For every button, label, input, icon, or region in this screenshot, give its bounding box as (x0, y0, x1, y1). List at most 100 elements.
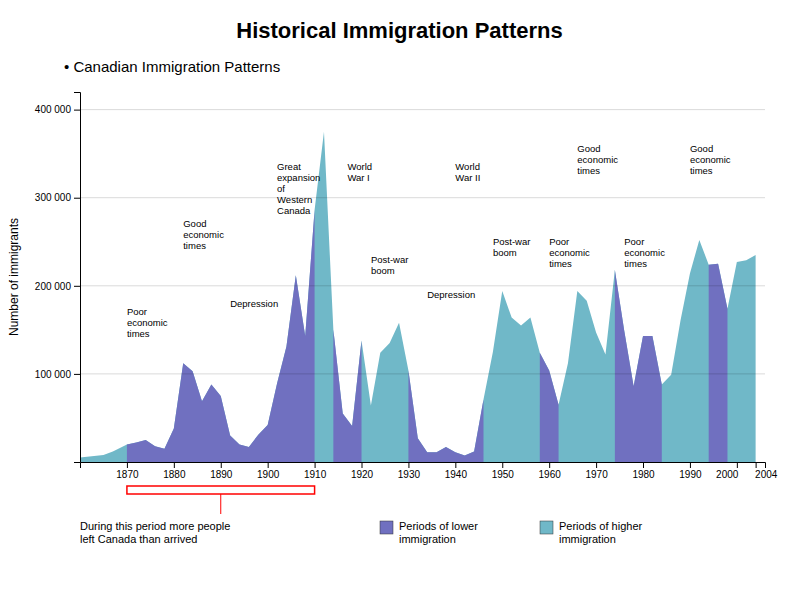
annotation: Goodeconomictimes (690, 143, 731, 176)
text-line: Periods of higher (559, 520, 642, 532)
x-tick: 1870 (116, 462, 139, 480)
x-tick-mark (174, 462, 175, 468)
text-line: World (347, 161, 372, 172)
area-period (540, 353, 559, 462)
y-tick-label: 100 000 (35, 369, 72, 380)
annotation: Pooreconomictimes (127, 306, 168, 339)
annotation: Depression (427, 289, 475, 300)
grid-line (80, 373, 765, 374)
x-tick-mark (408, 462, 409, 468)
legend-item: Periods of higherimmigration (540, 520, 642, 545)
x-tick-mark (549, 462, 550, 468)
x-tick: 1960 (539, 462, 562, 480)
x-tick-mark (756, 462, 757, 468)
text-line: economic (690, 154, 731, 165)
period-note: During this period more peopleleft Canad… (80, 520, 230, 545)
text-line: Depression (427, 289, 475, 300)
text-line: times (183, 240, 206, 251)
text-line: War I (347, 172, 369, 183)
y-axis-line (74, 93, 81, 463)
y-tick-label: 400 000 (35, 104, 72, 115)
text-line: times (577, 165, 600, 176)
x-tick-label: 1940 (445, 469, 468, 480)
text-line: times (690, 165, 713, 176)
text-line: of (277, 183, 285, 194)
text-line: Post-war (371, 254, 408, 265)
text-line: times (127, 328, 150, 339)
x-tick: 1880 (163, 462, 186, 480)
text-line: economic (549, 247, 590, 258)
x-tick-label: 1900 (257, 469, 280, 480)
x-tick: 1910 (304, 462, 327, 480)
x-tick-mark (315, 462, 316, 468)
text-line: economic (624, 247, 665, 258)
legend: Periods of lowerimmigrationPeriods of hi… (380, 520, 642, 545)
y-tick-mark (74, 286, 80, 287)
x-tick: 1930 (398, 462, 421, 480)
y-tick: 100 000 (35, 369, 80, 380)
x-tick: 1950 (492, 462, 515, 480)
x-tick-mark (455, 462, 456, 468)
text-line: Post-war (493, 236, 530, 247)
area-period (709, 264, 728, 462)
x-tick: 1970 (585, 462, 608, 480)
x-tick-label: 1880 (163, 469, 186, 480)
subtitle: • Canadian Immigration Patterns (64, 58, 280, 75)
area-period (615, 270, 662, 462)
x-axis-line (81, 463, 766, 469)
x-tick: 2004 (755, 462, 778, 480)
text-line: economic (183, 229, 224, 240)
text-line: During this period more people (80, 520, 230, 532)
text-line: boom (493, 247, 517, 258)
text-line: boom (371, 265, 395, 276)
area (80, 132, 756, 462)
annotation: Post-warboom (493, 236, 530, 258)
period-bracket (127, 486, 315, 494)
annotation: WorldWar II (455, 161, 480, 183)
chart-svg: Historical Immigration Patterns • Canadia… (0, 0, 799, 598)
x-tick-label: 1890 (210, 469, 233, 480)
annotation: WorldWar I (347, 161, 372, 183)
x-tick: 2000 (716, 462, 739, 480)
x-axis: 1870 1880 1890 1900 1910 1920 1930 1940 1950 1960… (81, 462, 778, 480)
y-axis: 100 000 200 000 300 000 400 000 (35, 93, 81, 463)
text-line: economic (127, 317, 168, 328)
x-tick-mark (502, 462, 503, 468)
y-tick-mark (74, 374, 80, 375)
x-tick-label: 1980 (632, 469, 655, 480)
title: Historical Immigration Patterns (236, 18, 562, 43)
x-tick-mark (268, 462, 269, 468)
legend-label: Periods of higherimmigration (559, 520, 642, 545)
annotation: GreatexpansionofWesternCanada (277, 161, 320, 216)
grid-line (80, 285, 765, 286)
x-tick-mark (737, 462, 738, 468)
text-line: Poor (624, 236, 644, 247)
x-tick-label: 2004 (755, 469, 778, 480)
grid-line (80, 109, 765, 110)
annotation: Pooreconomictimes (549, 236, 590, 269)
text-line: Canada (277, 205, 311, 216)
y-tick: 400 000 (35, 104, 80, 115)
y-tick: 200 000 (35, 281, 80, 292)
y-tick: 300 000 (35, 192, 80, 203)
text-line: Great (277, 161, 301, 172)
text-line: Poor (549, 236, 569, 247)
period-connector (220, 494, 221, 514)
x-tick-label: 1920 (351, 469, 374, 480)
x-tick-mark (643, 462, 644, 468)
x-tick: 1980 (632, 462, 655, 480)
annotation: Post-warboom (371, 254, 408, 276)
text-line: times (549, 258, 572, 269)
x-tick-label: 1960 (539, 469, 562, 480)
area-period (333, 330, 361, 462)
x-tick-mark (596, 462, 597, 468)
x-tick-mark (221, 462, 222, 468)
text-line: economic (577, 154, 618, 165)
x-tick-mark (127, 462, 128, 468)
x-tick: 1890 (210, 462, 233, 480)
text-line: Good (183, 218, 206, 229)
x-tick-label: 1930 (398, 469, 421, 480)
grid-line (80, 197, 765, 198)
text-line: Poor (127, 306, 147, 317)
chart-container: Historical Immigration Patterns • Canadia… (0, 0, 799, 598)
